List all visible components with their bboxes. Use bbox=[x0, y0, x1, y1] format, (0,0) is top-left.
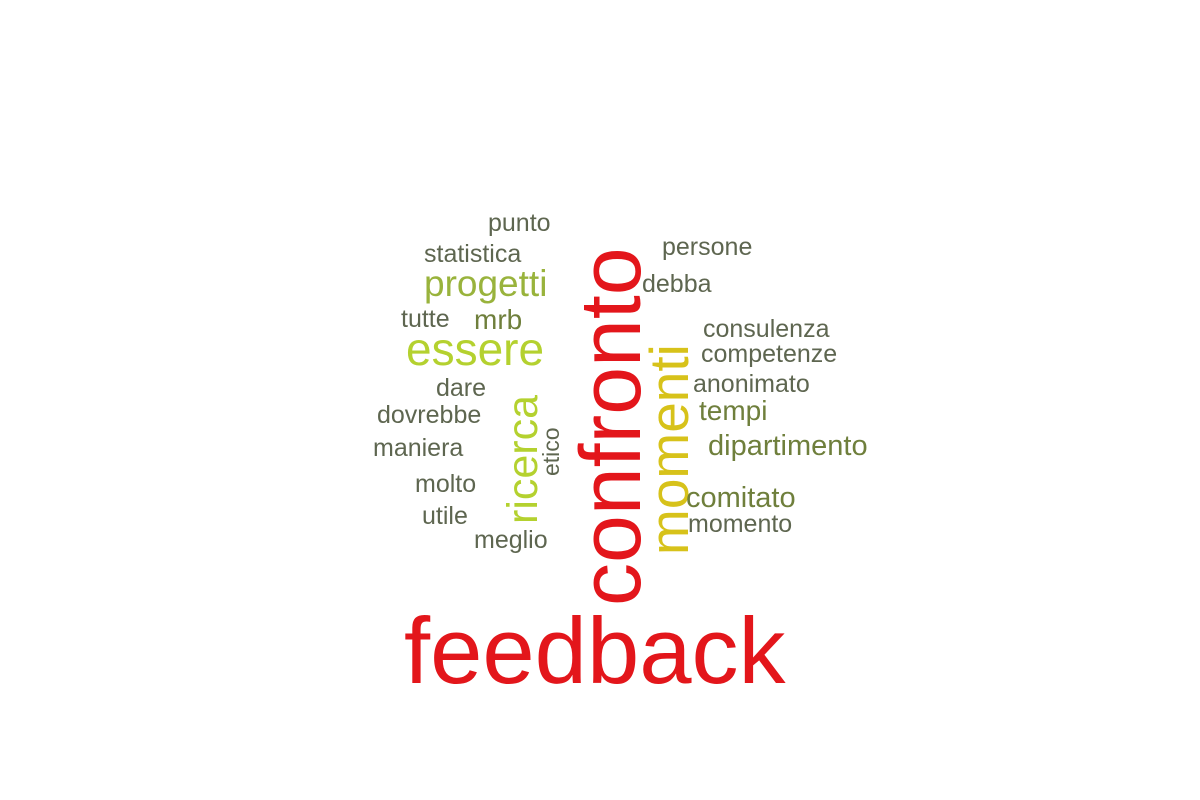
word-statistica: statistica bbox=[424, 240, 522, 268]
word-tempi: tempi bbox=[699, 395, 768, 426]
word-dipartimento: dipartimento bbox=[708, 430, 868, 462]
word-tutte: tutte bbox=[401, 305, 450, 333]
word-punto: punto bbox=[488, 209, 551, 237]
word-etico: etico bbox=[538, 427, 564, 476]
word-competenze: competenze bbox=[701, 340, 838, 368]
word-maniera: maniera bbox=[373, 434, 464, 462]
word-comitato: comitato bbox=[686, 482, 796, 514]
word-utile: utile bbox=[422, 502, 468, 530]
word-momento: momento bbox=[688, 510, 793, 538]
word-mrb: mrb bbox=[474, 304, 523, 335]
word-persone: persone bbox=[662, 233, 753, 261]
word-molto: molto bbox=[415, 470, 477, 498]
word-feedback: feedback bbox=[404, 598, 786, 703]
word-essere: essere bbox=[406, 323, 545, 375]
word-anonimato: anonimato bbox=[693, 370, 810, 398]
word-dovrebbe: dovrebbe bbox=[377, 401, 482, 429]
word-progetti: progetti bbox=[424, 263, 548, 304]
word-debba: debba bbox=[642, 270, 712, 298]
word-consulenza: consulenza bbox=[703, 315, 830, 343]
word-dare: dare bbox=[436, 374, 487, 402]
word-meglio: meglio bbox=[474, 526, 548, 554]
